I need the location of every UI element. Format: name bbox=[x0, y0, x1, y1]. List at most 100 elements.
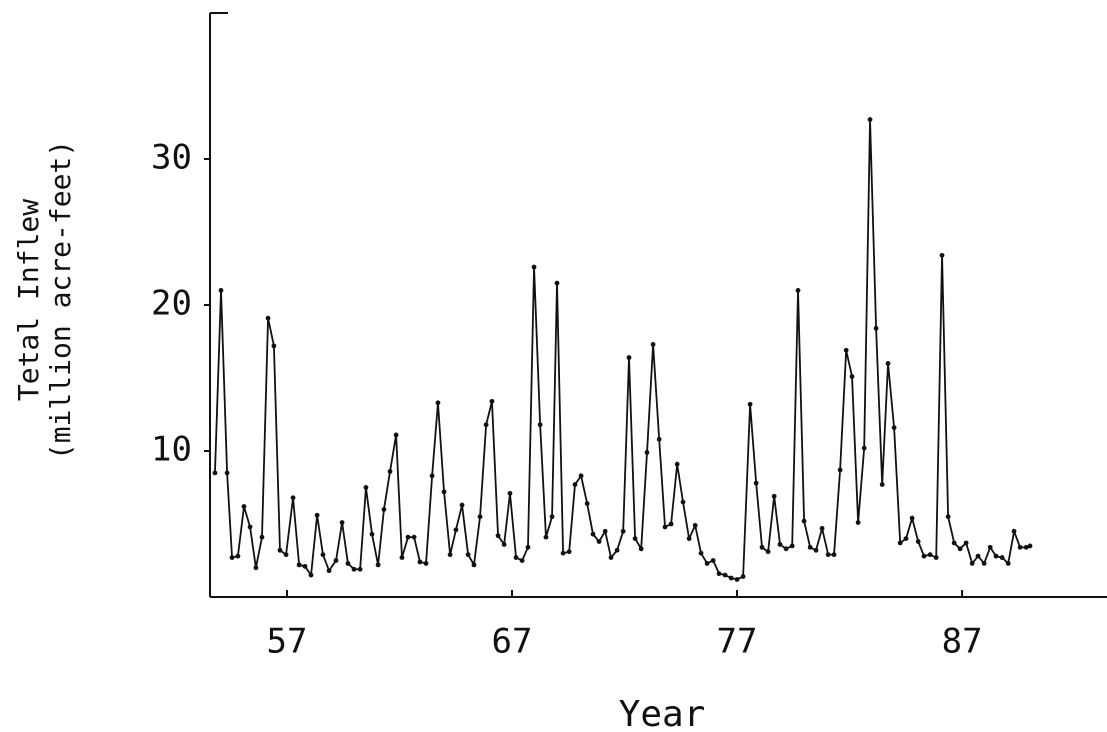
data-point bbox=[813, 547, 819, 553]
data-point bbox=[525, 544, 531, 550]
x-tick-label: 77 bbox=[717, 622, 758, 662]
x-tick-label: 87 bbox=[942, 622, 983, 662]
data-point bbox=[777, 542, 783, 547]
data-point bbox=[674, 461, 680, 467]
data-point bbox=[686, 536, 692, 541]
data-point bbox=[710, 558, 716, 563]
data-point bbox=[369, 531, 375, 537]
data-point bbox=[716, 571, 722, 577]
x-axis-label: Year bbox=[619, 694, 706, 732]
data-point bbox=[753, 480, 759, 486]
data-point bbox=[837, 467, 843, 473]
data-point bbox=[495, 533, 501, 539]
data-point bbox=[1017, 544, 1023, 550]
data-point bbox=[423, 561, 429, 566]
data-point bbox=[218, 288, 224, 293]
data-point bbox=[885, 361, 891, 366]
data-point bbox=[614, 547, 620, 553]
data-point bbox=[375, 562, 381, 568]
data-point bbox=[843, 347, 849, 353]
data-point bbox=[734, 577, 740, 582]
data-point bbox=[801, 518, 807, 524]
data-point bbox=[308, 572, 314, 578]
data-point bbox=[783, 546, 789, 552]
data-point bbox=[453, 527, 459, 533]
data-point bbox=[891, 425, 897, 431]
data-point bbox=[957, 546, 963, 552]
data-point bbox=[1005, 561, 1011, 566]
data-point bbox=[728, 575, 734, 581]
data-point bbox=[975, 553, 981, 559]
data-point bbox=[429, 473, 435, 479]
data-point bbox=[620, 528, 626, 534]
data-point bbox=[722, 572, 728, 578]
data-point bbox=[357, 566, 363, 572]
data-point bbox=[224, 470, 230, 476]
data-point bbox=[519, 558, 525, 563]
data-point bbox=[277, 547, 283, 553]
data-point bbox=[915, 539, 921, 544]
data-point bbox=[283, 552, 289, 558]
y-tick-label: 10 bbox=[151, 430, 192, 470]
data-point bbox=[537, 422, 543, 428]
data-point bbox=[247, 524, 253, 530]
data-point bbox=[290, 495, 296, 501]
data-point bbox=[241, 504, 247, 509]
data-point bbox=[417, 559, 423, 565]
data-point bbox=[560, 550, 566, 556]
data-point bbox=[921, 553, 927, 559]
data-point bbox=[554, 280, 560, 286]
data-point bbox=[951, 540, 957, 546]
data-point bbox=[987, 544, 993, 550]
data-point bbox=[759, 544, 765, 550]
data-point bbox=[795, 288, 801, 293]
data-point bbox=[296, 562, 302, 568]
data-point bbox=[1023, 544, 1029, 550]
data-point bbox=[578, 473, 584, 479]
data-point bbox=[483, 422, 489, 428]
data-point bbox=[662, 524, 668, 530]
data-point bbox=[584, 501, 590, 506]
data-point bbox=[513, 555, 519, 560]
data-point bbox=[789, 543, 795, 549]
data-point bbox=[927, 552, 933, 558]
y-axis-label-line: Tetal Inflew bbox=[12, 199, 45, 401]
data-point bbox=[259, 534, 265, 540]
data-point bbox=[302, 563, 308, 569]
y-axis-label: Tetal Inflew (million acre-feet) bbox=[12, 140, 77, 460]
data-point bbox=[819, 525, 825, 531]
data-point bbox=[393, 432, 399, 438]
data-point bbox=[867, 117, 873, 122]
data-point bbox=[981, 561, 987, 566]
data-point bbox=[897, 540, 903, 546]
data-point bbox=[572, 482, 578, 487]
data-point bbox=[747, 401, 753, 407]
data-point bbox=[399, 555, 405, 560]
data-point bbox=[855, 520, 861, 525]
data-point bbox=[212, 470, 218, 476]
data-point bbox=[314, 512, 320, 518]
data-point bbox=[873, 325, 879, 331]
data-point bbox=[405, 534, 411, 540]
data-point bbox=[381, 507, 387, 512]
data-point bbox=[644, 450, 650, 455]
y-axis-label-line: (million acre-feet) bbox=[44, 140, 77, 460]
data-point bbox=[638, 546, 644, 552]
data-point bbox=[387, 469, 393, 474]
data-point bbox=[1011, 528, 1017, 534]
data-point bbox=[771, 493, 777, 499]
data-point bbox=[963, 540, 969, 546]
data-point bbox=[933, 555, 939, 560]
data-point bbox=[626, 355, 632, 360]
data-point bbox=[265, 315, 271, 321]
data-point bbox=[704, 561, 710, 566]
data-point bbox=[993, 553, 999, 559]
data-point bbox=[969, 561, 975, 566]
data-point bbox=[320, 552, 326, 558]
data-point bbox=[861, 445, 867, 451]
data-point bbox=[435, 400, 441, 406]
data-point bbox=[333, 558, 339, 563]
data-point bbox=[339, 520, 345, 525]
data-point bbox=[590, 531, 596, 537]
